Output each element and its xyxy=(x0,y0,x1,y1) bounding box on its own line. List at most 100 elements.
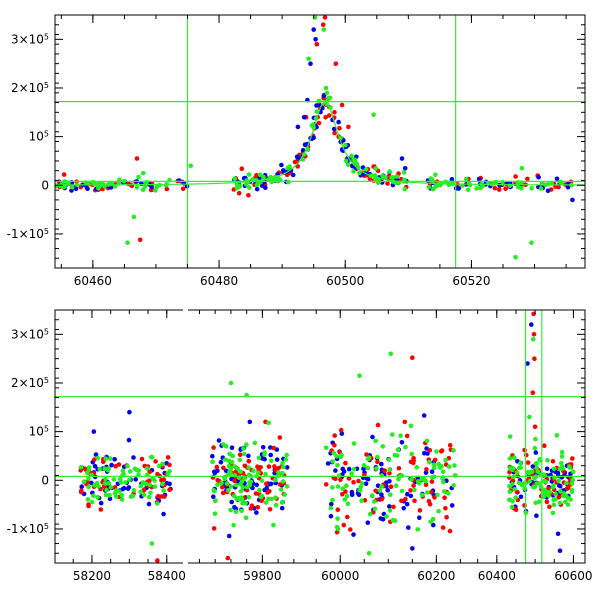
data-point xyxy=(443,506,448,511)
data-point xyxy=(128,494,134,499)
data-point xyxy=(432,465,437,471)
data-point xyxy=(244,442,249,447)
data-point xyxy=(567,464,572,469)
data-point xyxy=(337,126,342,131)
data-point xyxy=(556,184,561,190)
data-point xyxy=(492,185,498,191)
data-point xyxy=(530,336,536,342)
data-point xyxy=(387,504,392,509)
data-point xyxy=(134,156,140,161)
y-tick-label: 2×105 xyxy=(11,375,49,390)
y-tick-label: 105 xyxy=(29,129,49,144)
data-point xyxy=(167,462,172,468)
data-point xyxy=(411,460,416,466)
data-point xyxy=(215,482,220,488)
data-point xyxy=(232,176,237,181)
data-point xyxy=(141,170,146,176)
data-point xyxy=(85,186,90,191)
data-point xyxy=(373,488,378,494)
y-axis: 3×105 2×105 105 0 -1×105 xyxy=(7,14,585,269)
data-point xyxy=(512,487,517,492)
data-point xyxy=(513,174,518,179)
data-point xyxy=(241,451,247,457)
data-point xyxy=(222,457,228,462)
data-point xyxy=(429,479,435,484)
data-point xyxy=(533,500,538,506)
data-point xyxy=(138,483,144,489)
data-point xyxy=(167,481,172,487)
data-point xyxy=(247,185,252,190)
data-point xyxy=(165,455,171,460)
data-point xyxy=(215,477,220,483)
data-point xyxy=(536,174,541,180)
data-point xyxy=(273,495,278,501)
data-point xyxy=(559,449,565,455)
y-tick-label: -1×105 xyxy=(7,521,49,536)
data-point xyxy=(527,479,532,484)
data-point xyxy=(419,476,425,482)
data-point xyxy=(569,487,575,493)
data-point xyxy=(266,464,272,469)
data-point xyxy=(412,498,417,504)
data-point xyxy=(121,485,127,491)
data-point xyxy=(507,434,513,439)
y-axis: 3×105 2×105 105 0 -1×105 xyxy=(7,309,585,564)
data-point xyxy=(463,176,469,182)
data-point xyxy=(311,27,317,32)
data-point xyxy=(271,522,276,528)
data-point xyxy=(239,166,245,171)
data-point xyxy=(402,419,408,425)
data-point xyxy=(271,445,277,451)
data-point xyxy=(226,463,232,469)
data-point xyxy=(398,433,404,439)
data-point xyxy=(411,483,416,488)
data-point xyxy=(496,187,502,192)
data-point xyxy=(268,445,273,450)
data-point xyxy=(254,186,260,192)
data-point xyxy=(333,476,338,482)
data-point xyxy=(503,186,508,191)
data-point xyxy=(239,495,244,500)
data-point xyxy=(340,492,345,497)
data-point xyxy=(385,488,391,493)
data-point xyxy=(443,457,449,463)
data-point xyxy=(235,466,241,472)
data-point xyxy=(372,499,377,504)
data-point xyxy=(560,493,566,499)
data-point xyxy=(180,186,186,192)
data-point xyxy=(228,484,234,489)
data-point xyxy=(390,175,396,180)
data-point xyxy=(366,551,372,556)
data-point xyxy=(431,522,436,528)
data-point xyxy=(507,484,512,489)
data-point xyxy=(239,508,244,514)
data-point xyxy=(518,465,523,470)
data-point xyxy=(262,456,267,462)
data-point xyxy=(329,501,334,507)
data-point xyxy=(323,115,328,120)
data-point xyxy=(147,494,152,500)
data-point xyxy=(265,490,270,495)
data-point xyxy=(264,481,269,487)
data-point xyxy=(387,467,392,473)
data-point xyxy=(153,459,158,464)
data-point xyxy=(274,457,280,462)
data-point xyxy=(317,102,322,107)
data-point xyxy=(321,27,327,32)
data-point xyxy=(399,498,404,504)
data-point xyxy=(94,480,100,486)
data-point xyxy=(516,480,522,486)
data-point xyxy=(387,508,393,513)
data-point xyxy=(95,455,100,461)
data-point xyxy=(218,459,224,465)
data-point xyxy=(259,478,265,484)
data-point xyxy=(339,431,345,436)
data-point xyxy=(322,15,328,20)
data-point xyxy=(224,481,230,486)
data-point xyxy=(263,500,269,505)
data-point xyxy=(246,193,251,198)
data-point xyxy=(351,169,356,174)
data-point xyxy=(394,174,400,179)
data-point xyxy=(126,485,132,490)
